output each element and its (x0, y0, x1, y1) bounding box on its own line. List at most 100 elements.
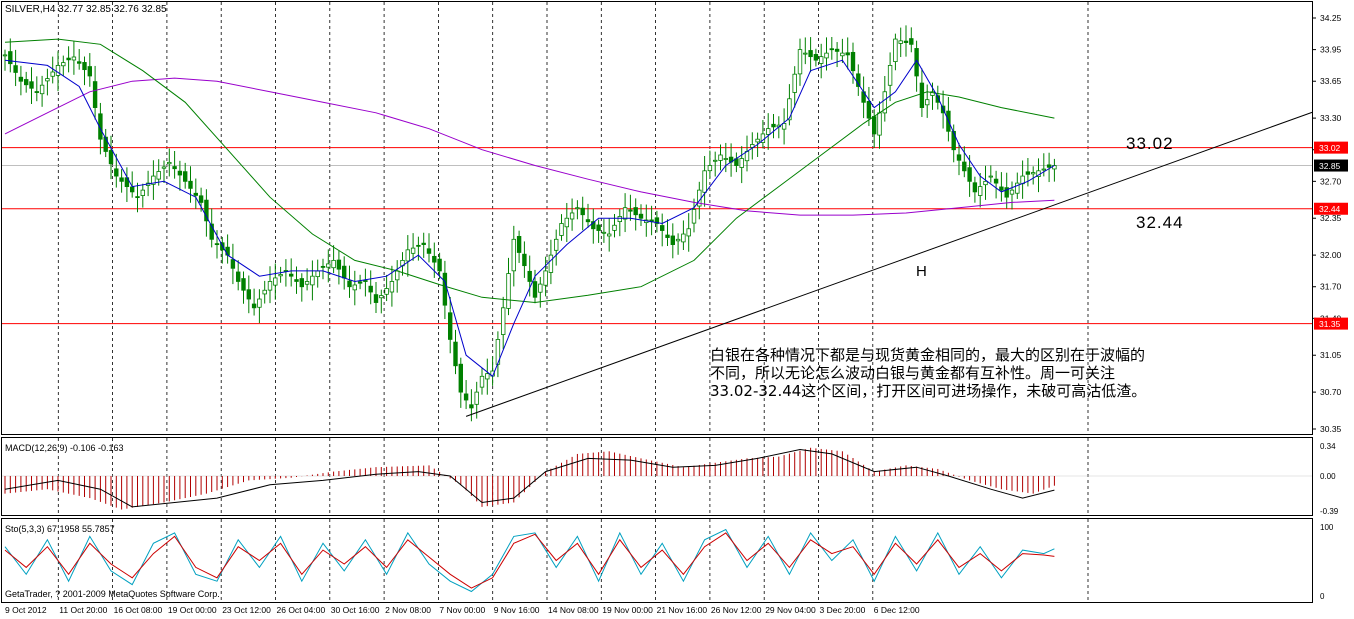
y-tick-label: 30.70 (1320, 387, 1342, 397)
x-tick-label: 14 Nov 08:00 (548, 605, 599, 615)
candle-body (66, 57, 71, 61)
candle-body (686, 228, 691, 237)
candle-body (447, 312, 453, 340)
candle-body (840, 52, 845, 57)
candle-body (273, 277, 278, 286)
candle-body (803, 52, 808, 55)
macd-label: MACD(12,26,9) -0.106 -0.163 (5, 443, 124, 453)
candle-body (251, 303, 257, 309)
candle-body (633, 207, 638, 216)
candle-body (39, 84, 45, 95)
price-badge-label: 31.35 (1319, 319, 1341, 329)
candle-body (978, 186, 983, 196)
candle-body (45, 78, 50, 82)
candle-body (363, 280, 368, 282)
candle-body (707, 165, 713, 172)
stoch-signal-line (4, 532, 1055, 589)
candle-body (962, 161, 967, 172)
x-tick-label: 29 Nov 04:00 (765, 605, 816, 615)
x-tick-label: 7 Nov 00:00 (439, 605, 485, 615)
horizontal-levels (2, 147, 1312, 325)
candle-body (548, 254, 554, 273)
candle-body (935, 95, 940, 103)
candle-body (77, 61, 82, 64)
candle-body (18, 76, 24, 82)
candle-body (500, 307, 506, 335)
candle-body (1041, 168, 1046, 171)
macd-signal-line (4, 448, 1055, 508)
candle-body (718, 154, 723, 161)
symbol-info: SILVER,H4 32.77 32.85 32.76 32.85 (5, 4, 167, 15)
candle-body (204, 199, 209, 222)
candle-body (887, 65, 893, 86)
y-tick-label: 33.65 (1320, 76, 1342, 86)
x-tick-label: 26 Nov 12:00 (711, 605, 762, 615)
candle-body (834, 48, 840, 52)
candle-body (426, 248, 432, 254)
x-tick-label: 23 Oct 12:00 (222, 605, 271, 615)
candle-body (617, 216, 622, 222)
candle-body (808, 50, 813, 58)
trendline (465, 111, 1313, 417)
candle-body (516, 236, 522, 253)
y-tick-label: 34.25 (1320, 13, 1342, 23)
candle-body (781, 122, 787, 130)
candle-body (919, 82, 925, 108)
y-tick-label: 30.35 (1320, 424, 1342, 434)
candle-body (564, 217, 569, 228)
candle-body (379, 295, 384, 299)
candle-body (665, 234, 670, 238)
candle-body (872, 116, 877, 135)
candle-body (29, 81, 34, 89)
candle-body (357, 281, 363, 284)
candle-body (172, 166, 177, 170)
time-axis: 9 Oct 2012 11 Oct 20:00 16 Oct 08:00 19 Oct… (5, 605, 920, 615)
macd-tick-zero: 0.00 (1320, 472, 1336, 481)
candle-body (373, 294, 379, 303)
candle-body (241, 278, 246, 291)
candle-body (331, 259, 336, 269)
candle-body (23, 79, 29, 86)
candle-body (755, 138, 760, 143)
candle-body (108, 150, 114, 165)
x-tick-label: 11 Oct 20:00 (59, 605, 107, 615)
candle-body (394, 270, 400, 281)
candle-body (299, 278, 304, 288)
candle-body (288, 273, 294, 277)
candle-body (1031, 172, 1036, 175)
candle-body (389, 281, 395, 293)
candle-body (92, 81, 98, 108)
candle-body (575, 207, 580, 210)
candle-body (320, 265, 326, 268)
candles (2, 25, 1057, 422)
x-tick-label: 9 Nov 16:00 (494, 605, 540, 615)
candle-body (972, 182, 978, 193)
candle-body (993, 178, 999, 184)
comment-line-3: 33.02-32.44这个区间，打开区间可进场操作，未破可高沽低渣。 (710, 382, 1146, 400)
candle-body (607, 233, 612, 237)
candle-body (532, 281, 538, 298)
candle-body (527, 270, 532, 282)
candle-body (368, 285, 373, 293)
candle-body (988, 175, 993, 178)
candle-body (235, 271, 241, 282)
y-tick-label: 32.00 (1320, 250, 1342, 260)
ma-mid-line (4, 38, 1055, 304)
candle-body (267, 281, 273, 291)
candle-body (723, 158, 728, 160)
price-badge (1314, 317, 1348, 330)
candle-body (829, 48, 834, 51)
candle-body (103, 136, 108, 152)
y-tick-label: 33.95 (1320, 45, 1342, 55)
candle-body (675, 238, 681, 242)
candle-body (177, 170, 183, 176)
candle-body (702, 170, 707, 193)
candle-body (8, 51, 13, 65)
candle-body (522, 253, 527, 267)
x-tick-label: 3 Dec 20:00 (820, 605, 866, 615)
stoch-tick-bottom: 0 (1320, 592, 1325, 601)
candle-body (559, 223, 564, 236)
candle-body (1009, 189, 1015, 195)
candle-body (691, 209, 697, 224)
